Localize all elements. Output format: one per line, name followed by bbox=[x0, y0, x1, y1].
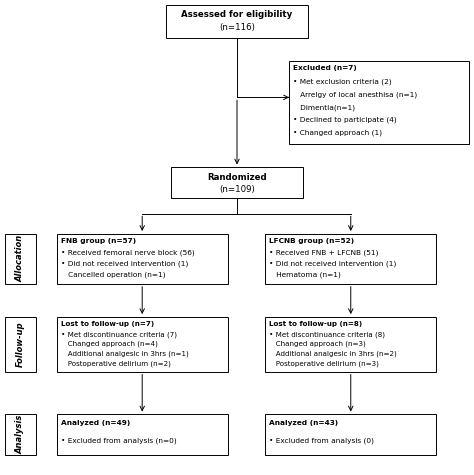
Text: (n=109): (n=109) bbox=[219, 185, 255, 194]
FancyBboxPatch shape bbox=[265, 234, 436, 284]
Text: Assessed for eligibility: Assessed for eligibility bbox=[182, 10, 292, 19]
Text: Analyzed (n=49): Analyzed (n=49) bbox=[61, 420, 130, 426]
Text: Dimentia(n=1): Dimentia(n=1) bbox=[293, 104, 355, 111]
Text: • Met exclusion criteria (2): • Met exclusion criteria (2) bbox=[293, 78, 392, 85]
Text: (n=116): (n=116) bbox=[219, 23, 255, 32]
Text: • Received FNB + LFCNB (51): • Received FNB + LFCNB (51) bbox=[269, 249, 379, 256]
FancyBboxPatch shape bbox=[57, 414, 228, 455]
Text: • Excluded from analysis (n=0): • Excluded from analysis (n=0) bbox=[61, 437, 176, 444]
Text: Analysis: Analysis bbox=[16, 415, 25, 454]
FancyBboxPatch shape bbox=[5, 414, 36, 455]
FancyBboxPatch shape bbox=[289, 61, 469, 143]
Text: • Changed approach (1): • Changed approach (1) bbox=[293, 130, 382, 136]
FancyBboxPatch shape bbox=[5, 234, 36, 284]
Text: LFCNB group (n=52): LFCNB group (n=52) bbox=[269, 238, 355, 245]
Text: • Did not received intervention (1): • Did not received intervention (1) bbox=[269, 260, 397, 267]
Text: Postoperative delirium (n=2): Postoperative delirium (n=2) bbox=[61, 361, 171, 367]
Text: Allocation: Allocation bbox=[16, 235, 25, 283]
FancyBboxPatch shape bbox=[166, 5, 308, 38]
Text: Additional analgesic in 3hrs (n=2): Additional analgesic in 3hrs (n=2) bbox=[269, 351, 397, 357]
Text: Excluded (n=7): Excluded (n=7) bbox=[293, 66, 356, 71]
FancyBboxPatch shape bbox=[5, 317, 36, 371]
Text: • Did not received intervention (1): • Did not received intervention (1) bbox=[61, 260, 188, 267]
Text: • Met discontinuance criteria (7): • Met discontinuance criteria (7) bbox=[61, 331, 177, 338]
Text: Lost to follow-up (n=7): Lost to follow-up (n=7) bbox=[61, 322, 154, 327]
Text: Cancelled operation (n=1): Cancelled operation (n=1) bbox=[61, 272, 165, 278]
FancyBboxPatch shape bbox=[171, 168, 303, 199]
Text: Changed approach (n=4): Changed approach (n=4) bbox=[61, 341, 157, 347]
Text: • Excluded from analysis (0): • Excluded from analysis (0) bbox=[269, 437, 374, 444]
Text: Arrelgy of local anesthisa (n=1): Arrelgy of local anesthisa (n=1) bbox=[293, 91, 417, 98]
Text: Additional analgesic in 3hrs (n=1): Additional analgesic in 3hrs (n=1) bbox=[61, 351, 189, 357]
FancyBboxPatch shape bbox=[57, 317, 228, 371]
Text: Randomized: Randomized bbox=[207, 173, 267, 182]
Text: • Received femoral nerve block (56): • Received femoral nerve block (56) bbox=[61, 249, 194, 256]
Text: FNB group (n=57): FNB group (n=57) bbox=[61, 238, 136, 245]
Text: Hematoma (n=1): Hematoma (n=1) bbox=[269, 272, 341, 278]
FancyBboxPatch shape bbox=[265, 317, 436, 371]
Text: Follow-up: Follow-up bbox=[16, 322, 25, 367]
FancyBboxPatch shape bbox=[265, 414, 436, 455]
Text: Changed approach (n=3): Changed approach (n=3) bbox=[269, 341, 366, 347]
Text: Analyzed (n=43): Analyzed (n=43) bbox=[269, 420, 338, 426]
Text: • Declined to participate (4): • Declined to participate (4) bbox=[293, 117, 397, 124]
FancyBboxPatch shape bbox=[57, 234, 228, 284]
Text: Postoperative delirium (n=3): Postoperative delirium (n=3) bbox=[269, 361, 379, 367]
Text: Lost to follow-up (n=8): Lost to follow-up (n=8) bbox=[269, 322, 362, 327]
Text: • Met discontinuance criteria (8): • Met discontinuance criteria (8) bbox=[269, 331, 385, 338]
